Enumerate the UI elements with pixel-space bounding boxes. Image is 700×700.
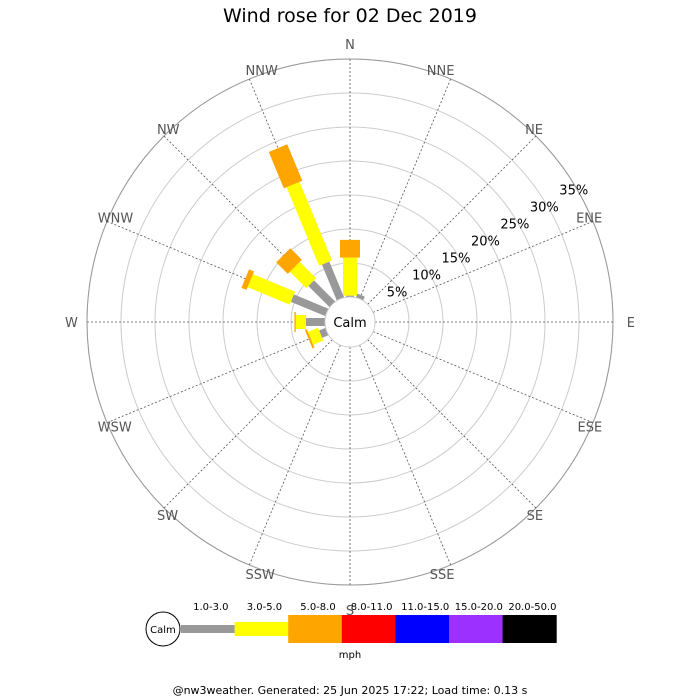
legend-calm-label: Calm	[150, 625, 176, 636]
bar-nnw-bin-1	[321, 261, 345, 301]
direction-label-ene: ENE	[576, 212, 602, 227]
spoke-ese	[372, 331, 594, 424]
ring-label-3: 15%	[442, 252, 471, 267]
bar-nw-bin-3	[276, 248, 302, 274]
legend-label-6: 15.0-20.0	[455, 602, 503, 613]
legend-label-5: 11.0-15.0	[401, 602, 449, 613]
direction-label-w: W	[65, 316, 78, 331]
direction-label-nw: NW	[157, 123, 180, 138]
legend-swatch-2	[234, 622, 289, 636]
direction-label-e: E	[627, 316, 635, 331]
legend-label-3: 5.0-8.0	[300, 602, 335, 613]
bar-n-bin-2	[343, 257, 357, 296]
direction-label-ssw: SSW	[246, 568, 276, 583]
direction-label-wsw: WSW	[98, 420, 132, 435]
legend-label-2: 3.0-5.0	[247, 602, 282, 613]
direction-label-sse: SSE	[430, 568, 455, 583]
spoke-nne	[359, 78, 452, 300]
ring-label-4: 20%	[471, 235, 500, 250]
legend-swatch-6	[449, 615, 504, 643]
ring-label-6: 30%	[530, 201, 559, 216]
ring-label-2: 10%	[412, 269, 441, 284]
bar-n-bin-1	[346, 295, 354, 297]
bar-w-bin-2	[295, 315, 306, 329]
direction-label-sw: SW	[157, 509, 178, 524]
direction-label-n: N	[345, 38, 355, 53]
ring-label-7: 35%	[559, 184, 588, 199]
direction-label-s: S	[346, 604, 354, 619]
bar-w-bin-1	[305, 318, 325, 326]
chart-title: Wind rose for 02 Dec 2019	[223, 5, 477, 27]
bar-wsw-bin-3	[304, 329, 315, 349]
bar-nne-bin-1	[355, 293, 365, 301]
calm-circle	[324, 296, 376, 348]
direction-label-wnw: WNW	[98, 212, 134, 227]
bar-wnw-bin-3	[241, 269, 255, 290]
calm-label: Calm	[333, 316, 366, 331]
bar-nnw-bin-2	[286, 181, 333, 266]
spoke-wsw	[106, 331, 328, 424]
bar-nnw-bin-3	[268, 144, 303, 189]
bar-nw-bin-2	[289, 261, 317, 289]
ring-label-1: 5%	[387, 286, 408, 301]
legend-units: mph	[339, 650, 361, 661]
legend-swatch-5	[395, 615, 450, 643]
footer-text: @nw3weather. Generated: 25 Jun 2025 17:2…	[172, 684, 528, 697]
legend-label-4: 8.0-11.0	[351, 602, 393, 613]
legend-label-1: 1.0-3.0	[193, 602, 228, 613]
bar-nw-bin-1	[308, 280, 336, 308]
direction-label-nnw: NNW	[246, 64, 278, 79]
direction-label-se: SE	[527, 509, 543, 524]
legend-label-7: 20.0-50.0	[508, 602, 556, 613]
bar-wnw-bin-1	[290, 294, 329, 317]
legend-calm-circle	[145, 611, 181, 647]
legend-swatch-3	[288, 615, 343, 643]
legend-swatch-7	[502, 615, 557, 643]
ring-label-5: 25%	[500, 218, 529, 233]
spoke-se	[367, 339, 537, 509]
spoke-sse	[359, 344, 452, 566]
bar-n-bin-3	[340, 239, 360, 258]
direction-label-ese: ESE	[578, 420, 603, 435]
bar-wnw-bin-2	[247, 274, 296, 305]
direction-label-ne: NE	[525, 123, 543, 138]
legend-swatch-4	[341, 615, 396, 643]
spoke-ssw	[248, 344, 341, 566]
bar-wsw-bin-2	[307, 327, 324, 345]
legend-swatch-1	[181, 625, 236, 633]
spoke-sw	[163, 339, 333, 509]
bar-w-bin-3	[294, 312, 296, 332]
direction-label-nne: NNE	[427, 64, 455, 79]
